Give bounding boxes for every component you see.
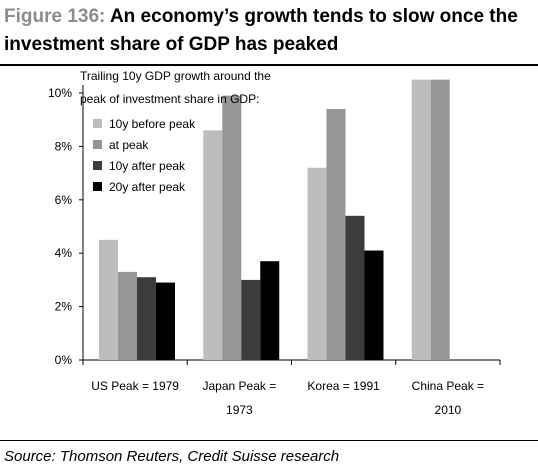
legend-label: 10y before peak [109, 117, 196, 131]
bar [260, 261, 280, 360]
bar [137, 277, 156, 360]
figure-title: Figure 136: An economy’s growth tends to… [4, 3, 534, 59]
bar [99, 239, 118, 360]
legend-swatch [93, 140, 102, 149]
bar [222, 95, 242, 361]
bar [326, 109, 346, 361]
legend-swatch [93, 182, 102, 191]
bar [307, 167, 327, 360]
y-tick-label: 6% [55, 193, 73, 207]
bar [118, 271, 137, 360]
y-tick-label: 10% [48, 86, 72, 100]
bar [241, 279, 261, 360]
bar [411, 79, 431, 361]
y-tick-label: 8% [55, 139, 73, 153]
y-tick-label: 0% [55, 353, 73, 367]
x-tick-label: China Peak = [412, 379, 484, 393]
x-tick-label: US Peak = 1979 [91, 379, 179, 393]
legend-label: 20y after peak [109, 180, 186, 194]
bar [430, 79, 450, 361]
chart-title: Trailing 10y GDP growth around the [80, 69, 271, 83]
source-note: Source: Thomson Reuters, Credit Suisse r… [4, 448, 340, 465]
x-tick-label: Japan Peak = [203, 379, 277, 393]
figure-title-text: An economy’s growth tends to slow once t… [4, 6, 518, 55]
source-divider [0, 440, 538, 441]
bar-chart: 0% 2% 4% 6% 8% 10% US Peak = 1979 Japan Peak = 1… [48, 69, 501, 417]
bar [345, 215, 365, 360]
legend-swatch [93, 161, 102, 170]
figure-number: Figure 136: [4, 6, 106, 27]
bar [203, 130, 223, 360]
x-tick-label: Korea = 1991 [307, 379, 380, 393]
title-divider [0, 64, 538, 66]
legend-label: at peak [109, 138, 149, 152]
y-tick-label: 4% [55, 246, 73, 260]
legend-swatch [93, 119, 102, 128]
bar [156, 282, 175, 360]
x-tick-label: 1973 [226, 403, 253, 417]
bar [364, 250, 384, 360]
chart-title: peak of investment share in GDP: [80, 92, 259, 106]
x-tick-label: 2010 [435, 403, 462, 417]
y-tick-label: 2% [55, 300, 73, 314]
legend-label: 10y after peak [109, 159, 186, 173]
